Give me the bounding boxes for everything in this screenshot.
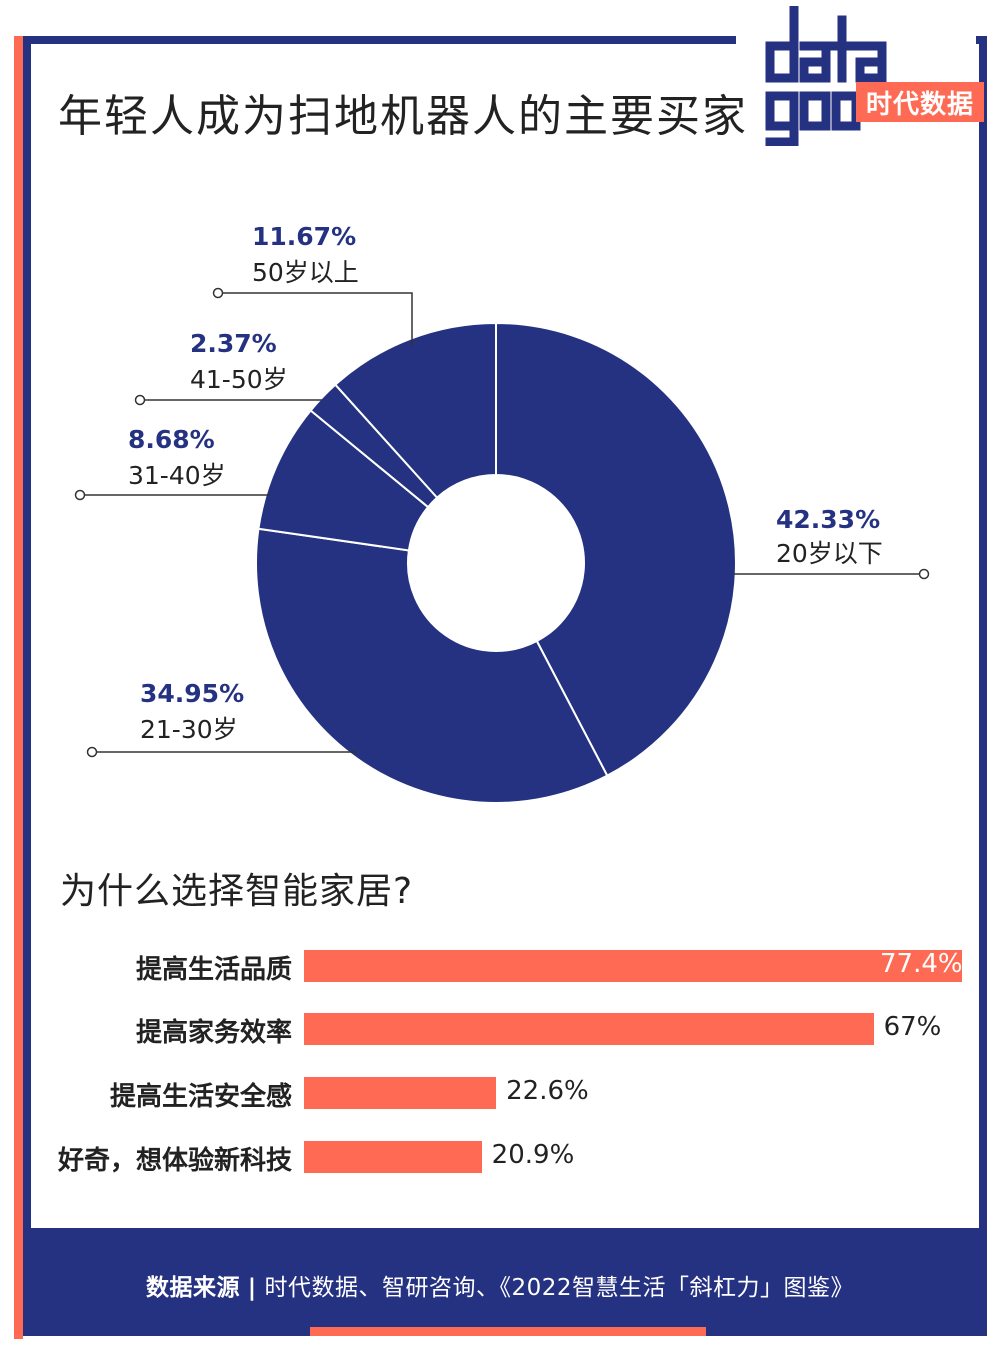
bar <box>304 1013 874 1045</box>
slice-category-label: 50岁以上 <box>252 258 359 287</box>
page-title: 年轻人成为扫地机器人的主要买家 <box>58 91 748 142</box>
bar-value-label: 67% <box>883 1012 942 1042</box>
slice-category-label: 31-40岁 <box>128 461 226 490</box>
age-donut-chart: 42.33% 20岁以下 34.95% 21-30岁 8.68% 31-40岁 2.37% 4… <box>74 222 930 805</box>
leader-dot <box>212 287 224 299</box>
bar-category-label: 好奇，想体验新科技 <box>57 1146 292 1176</box>
donut-slice <box>255 527 609 805</box>
source-separator: | <box>247 1275 257 1301</box>
slice-value-label: 34.95% <box>140 679 244 708</box>
leader-line <box>218 292 413 346</box>
leader-dot <box>918 568 930 580</box>
bar <box>304 950 962 982</box>
slice-category-label: 41-50岁 <box>190 365 288 394</box>
source-text: 时代数据、智研咨询、《2022智慧生活「斜杠力」图鉴》 <box>264 1275 855 1301</box>
footer-source: 数据来源 | 时代数据、智研咨询、《2022智慧生活「斜杠力」图鉴》 <box>0 1268 1000 1302</box>
donut-slice <box>495 321 737 778</box>
slice-value-label: 2.37% <box>190 329 277 358</box>
bar-category-label: 提高家务效率 <box>135 1018 292 1048</box>
left-accent-stripe <box>14 36 23 1339</box>
bar <box>304 1141 482 1173</box>
bar-value-label: 20.9% <box>491 1140 575 1170</box>
source-label: 数据来源 <box>145 1275 240 1301</box>
footer-accent-stripe <box>310 1327 706 1336</box>
bar-value-label: 77.4% <box>880 949 963 979</box>
bar-category-label: 提高生活品质 <box>135 955 292 985</box>
footer-band <box>23 1228 987 1336</box>
slice-value-label: 42.33% <box>776 505 880 534</box>
donut-slice <box>333 321 497 500</box>
datagoo-logo-icon <box>765 6 887 146</box>
slice-value-label: 8.68% <box>128 425 215 454</box>
slice-category-label: 20岁以下 <box>776 539 883 568</box>
leader-dot <box>74 489 86 501</box>
leader-dot <box>134 394 146 406</box>
bar <box>304 1077 497 1109</box>
leader-dot <box>86 746 98 758</box>
bar-category-label: 提高生活安全感 <box>109 1082 292 1112</box>
brand-badge: 时代数据 <box>856 82 984 122</box>
bar-value-label: 22.6% <box>506 1076 589 1106</box>
bar-chart-title: 为什么选择智能家居? <box>60 871 414 912</box>
slice-value-label: 11.67% <box>252 222 356 251</box>
slice-category-label: 21-30岁 <box>140 715 238 744</box>
